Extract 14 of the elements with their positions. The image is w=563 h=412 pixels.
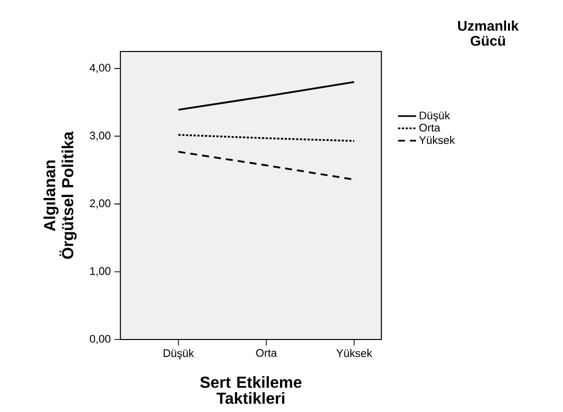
y-tick-label: 0,00 — [90, 334, 110, 344]
x-axis-title: Sert Etkileme Taktikleri — [200, 376, 302, 404]
legend-title: Uzmanlık Gücü — [458, 20, 519, 46]
legend-label: Düşük — [420, 111, 450, 122]
x-tick-label: Orta — [256, 349, 277, 357]
y-tick-label: 2,00 — [90, 199, 110, 208]
x-tick-label: Düşük — [164, 349, 194, 360]
y-tick-label: 1,00 — [90, 267, 110, 276]
y-axis-title: Algılanan Örgütsel Politika — [44, 131, 77, 259]
x-tick-label: Yüksek — [336, 349, 372, 358]
y-tick-label: 4,00 — [90, 64, 110, 73]
y-tick-label: 3,00 — [90, 132, 110, 141]
legend-label: Yüksek — [419, 136, 455, 144]
legend-label: Orta — [419, 124, 440, 132]
